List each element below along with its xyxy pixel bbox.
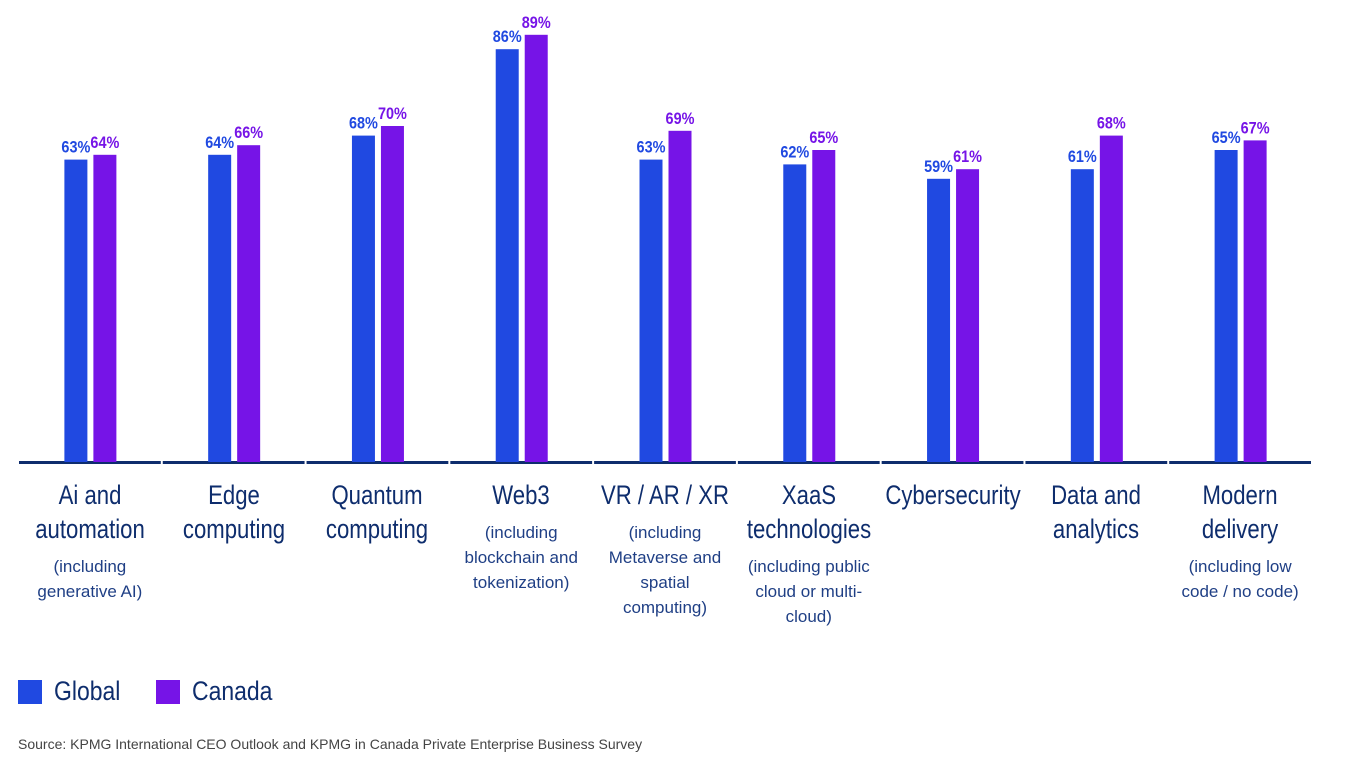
- value-label: 68%: [1097, 115, 1126, 133]
- value-label: 64%: [90, 134, 119, 152]
- category-label: Data and analytics: [1051, 480, 1142, 544]
- legend-item: Canada: [156, 676, 287, 707]
- bar: [812, 150, 836, 462]
- value-label: 65%: [809, 129, 838, 147]
- value-label: 64%: [205, 134, 234, 152]
- legend-label: Global: [54, 676, 121, 706]
- value-label: 70%: [378, 105, 407, 123]
- bar: [93, 154, 117, 463]
- category: Web3 (including blockchain and tokenizati…: [433, 478, 609, 595]
- category-label: Cybersecurity: [884, 480, 1021, 510]
- bar: [351, 135, 375, 462]
- legend-item: Global: [18, 676, 132, 707]
- category-label: VR / AR / XR: [601, 480, 729, 510]
- value-label: 59%: [924, 158, 953, 176]
- value-label: 61%: [953, 148, 982, 166]
- category-label: Quantum computing: [326, 480, 429, 544]
- bar: [208, 154, 232, 463]
- category-label: XaaS technologies: [746, 480, 871, 544]
- value-label: 69%: [666, 110, 695, 128]
- bar: [1243, 140, 1267, 462]
- bar: [668, 130, 692, 463]
- category: Cybersecurity: [865, 478, 1041, 512]
- bar: [783, 164, 807, 462]
- category: Data and analytics: [1008, 478, 1184, 546]
- category-label: Modern delivery: [1201, 480, 1279, 544]
- category-note: (including generative AI): [37, 557, 143, 601]
- bar: [1099, 135, 1123, 462]
- bar: [64, 159, 88, 462]
- bar: [639, 159, 663, 462]
- category-note: (including low code / no code): [1181, 557, 1299, 601]
- bar: [1214, 150, 1238, 462]
- category-note: (including Metaverse and spatial computi…: [608, 523, 722, 617]
- bar: [927, 178, 951, 463]
- value-label: 89%: [522, 14, 551, 32]
- value-label: 68%: [349, 115, 378, 133]
- category: Ai and automation (including generative A…: [2, 478, 178, 604]
- bar: [380, 126, 404, 462]
- category-label: Ai and automation: [35, 480, 145, 544]
- bar: [956, 169, 980, 462]
- value-label: 61%: [1068, 148, 1097, 166]
- value-label: 63%: [61, 139, 90, 157]
- value-label: 66%: [234, 124, 263, 142]
- value-label: 65%: [1212, 129, 1241, 147]
- source: Source: KPMG International CEO Outlook a…: [18, 736, 643, 752]
- category-note: (including blockchain and tokenization): [464, 523, 578, 592]
- legend-label: Canada: [192, 676, 273, 706]
- bar: [1070, 169, 1094, 462]
- category-note: (including public cloud or multi-cloud): [747, 557, 870, 626]
- bar: [495, 49, 519, 462]
- bar: [524, 34, 548, 463]
- category-label: Edge computing: [182, 480, 285, 544]
- value-label: 86%: [493, 28, 522, 46]
- value-label: 67%: [1241, 119, 1270, 137]
- category: Modern delivery (including low code / no …: [1152, 478, 1328, 604]
- category: XaaS technologies (including public cloud…: [721, 478, 897, 629]
- legend-swatch: [18, 679, 42, 704]
- bar: [237, 145, 261, 462]
- legend-swatch: [156, 679, 180, 704]
- category: Quantum computing: [289, 478, 465, 546]
- value-label: 62%: [780, 143, 809, 161]
- category: Edge computing: [146, 478, 322, 546]
- value-label: 63%: [637, 139, 666, 157]
- category: VR / AR / XR (including Metaverse and spa…: [577, 478, 753, 620]
- category-label: Web3: [492, 480, 550, 510]
